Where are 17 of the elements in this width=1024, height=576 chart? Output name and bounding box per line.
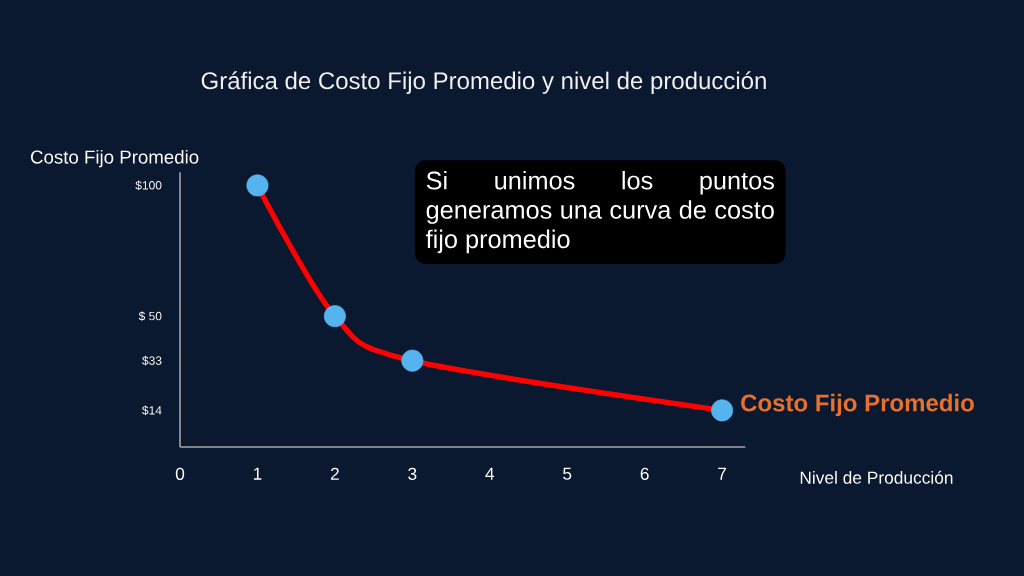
annotation: Si unimos los puntos generamos una curva de costo fijo promedio	[425, 170, 774, 254]
legend-label: Costo Fijo Promedio	[741, 393, 974, 417]
x-tick-label: 6	[640, 467, 649, 480]
y-axis-title: Costo Fijo Promedio	[30, 149, 199, 168]
x-tick-label: 0	[175, 467, 185, 480]
x-axis-title: Nivel de Producción	[800, 470, 953, 484]
y-tick-label: $33	[142, 355, 162, 366]
x-tick-label: 3	[408, 467, 417, 480]
y-tick-label: $14	[142, 405, 162, 416]
chart-title: Gráfica de Costo Fijo Promedio y nivel de producción	[201, 71, 766, 94]
y-tick-label: $100	[135, 180, 162, 191]
y-tick-label: $ 50	[138, 311, 162, 322]
x-tick-label: 5	[563, 467, 572, 480]
x-tick-label: 1	[253, 467, 262, 480]
x-tick-label: 4	[485, 467, 495, 480]
x-tick-label: 2	[330, 467, 339, 480]
x-tick-label: 7	[718, 467, 727, 480]
